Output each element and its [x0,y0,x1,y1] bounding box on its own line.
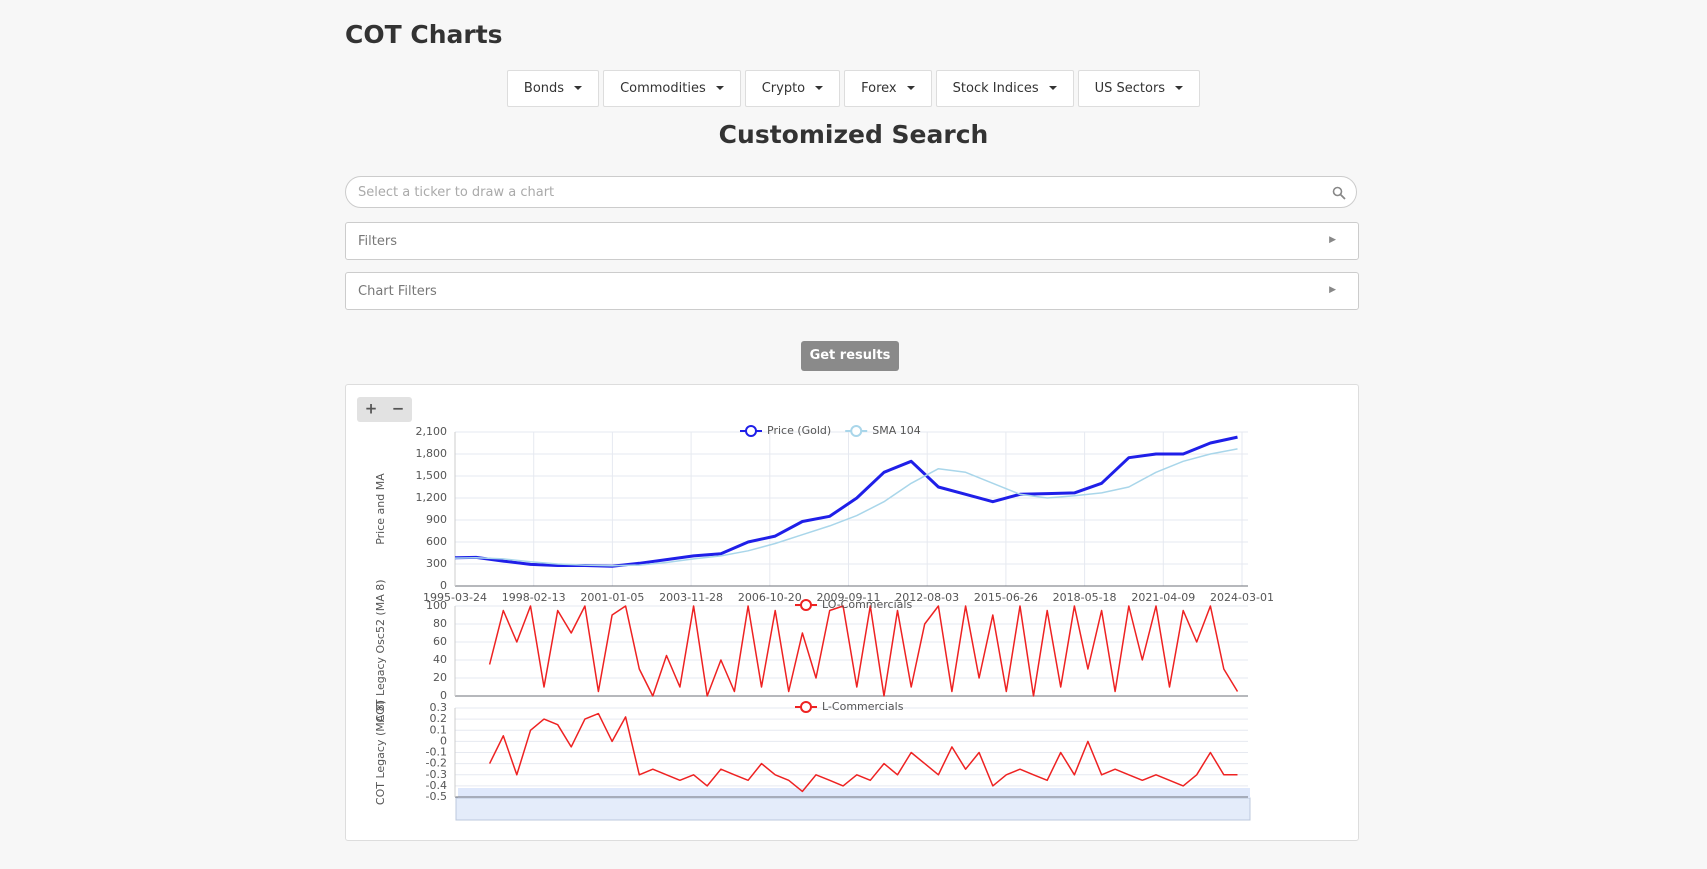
x-tick-label: 2021-04-09 [1131,591,1195,604]
accordion-title: Filters [358,234,397,249]
y-tick-label: 900 [426,513,447,526]
y-tick-label: 80 [433,617,447,630]
y-tick-label: 40 [433,653,447,666]
x-tick-label: 2018-05-18 [1053,591,1117,604]
y-tick-label: 1,200 [416,491,448,504]
submit-button[interactable]: Get results [801,341,899,371]
caret: ▶ [1329,285,1336,295]
x-tick-label: 2006-10-20 [738,591,802,604]
x-tick-label: 2012-08-03 [895,591,959,604]
data-line [454,448,1238,567]
x-tick-label: 1995-03-24 [423,591,487,604]
legend-label: LO-Commercials [822,598,912,611]
slider-track [458,788,1250,798]
x-tick-label: 2003-11-28 [659,591,723,604]
legend-marker [745,425,757,437]
legend-marker [850,425,863,437]
y-tick-label: 0 [440,689,447,702]
y-tick-label: 0 [440,579,447,592]
x-tick-label: 2001-01-05 [580,591,644,604]
placeholder: Select a ticker to draw a chart [358,185,555,200]
legend-marker [800,599,812,611]
search-icon [1332,186,1346,200]
y-tick-label: 300 [426,557,447,570]
y-axis-label: COT Legacy Osc52 (MA 8) [374,579,387,722]
y-tick-label: -0.4 [426,779,447,792]
y-tick-label: 0 [440,734,447,747]
nav-dropdown[interactable]: US Sectors [1077,70,1201,107]
y-tick-label: -0.5 [426,790,447,803]
legend-label: Price (Gold) [767,424,831,437]
page-title: COT Charts [345,20,503,49]
y-tick-label: 60 [433,635,447,648]
nav-bar: Bonds Commodities Crypto Forex Stock Ind… [0,70,1707,107]
zoom-in[interactable]: + [365,400,378,418]
y-tick-label: -0.3 [426,768,447,781]
legend-label: L-Commercials [822,700,904,713]
nav-dropdown[interactable]: Commodities [603,70,741,107]
y-tick-label: 600 [426,535,447,548]
data-line [488,712,1238,793]
y-axis-label: COT Legacy (MA 8) [374,700,387,805]
accordion[interactable]: Chart Filters ▶ [345,272,1359,310]
data-line [454,435,1238,568]
x-tick-label: 2015-06-26 [974,591,1038,604]
y-tick-label: -0.1 [426,746,447,759]
nav-dropdown[interactable]: Crypto [744,70,841,107]
nav-dropdown[interactable]: Bonds [506,70,600,107]
section-heading: Customized Search [718,120,989,149]
y-tick-label: -0.2 [426,757,447,770]
y-tick-label: 0.3 [430,701,448,714]
nav-dropdown[interactable]: Stock Indices [935,70,1074,107]
y-tick-label: 20 [433,671,447,684]
x-tick-label: 2009-09-11 [817,591,881,604]
legend-marker [800,701,812,713]
y-tick-label: 1,800 [416,447,448,460]
caret: ▶ [1329,235,1336,245]
y-tick-label: 1,500 [416,469,448,482]
y-tick-label: 0.2 [430,712,448,725]
x-tick-label: 1998-02-13 [502,591,566,604]
zoom-slider[interactable] [455,797,1251,821]
y-tick-label: 100 [426,599,447,612]
x-tick-label: 2024-03-01 [1210,591,1274,604]
accordion[interactable]: Filters ▶ [345,222,1359,260]
zoom-bar [357,397,412,422]
data-line [488,605,1239,697]
y-axis-label: Price and MA [374,473,387,545]
y-tick-label: 0.1 [430,723,448,736]
y-tick-label: 2,100 [416,425,448,438]
search-input[interactable]: Select a ticker to draw a chart [345,176,1357,208]
zoom-out[interactable]: − [392,400,405,418]
accordion-title: Chart Filters [358,284,437,299]
legend-label: SMA 104 [872,424,921,437]
nav-dropdown[interactable]: Forex [844,70,932,107]
